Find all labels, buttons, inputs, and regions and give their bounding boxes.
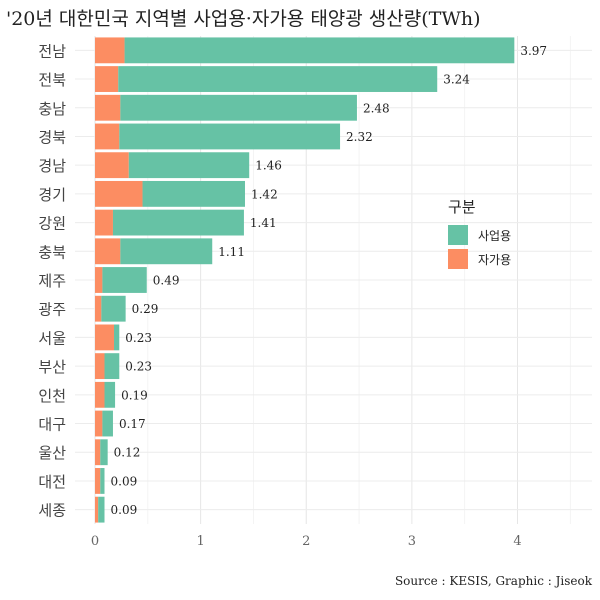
x-tick-label: 4 [513, 534, 521, 549]
bar-business [100, 439, 108, 466]
bar-business [112, 209, 244, 236]
x-tick-label: 3 [408, 534, 416, 549]
bar-private [95, 410, 103, 437]
value-label: 1.11 [218, 245, 245, 259]
legend-item-private: 자가용 [448, 247, 511, 271]
legend-key-business [448, 225, 468, 245]
value-label: 0.09 [111, 503, 138, 517]
bar-private [95, 37, 125, 64]
category-label: 광주 [38, 301, 66, 319]
value-label: 0.23 [125, 331, 152, 345]
value-label: 0.29 [132, 302, 159, 316]
bar-business [102, 410, 113, 437]
value-label: 0.19 [121, 388, 148, 402]
bar-business [128, 152, 250, 179]
bar-business [120, 238, 213, 265]
bar-business [104, 353, 120, 380]
category-label: 충북 [38, 243, 66, 261]
category-label: 경북 [38, 128, 66, 146]
value-label: 0.23 [125, 360, 152, 374]
category-label: 대구 [38, 416, 66, 434]
value-label: 2.32 [346, 130, 373, 144]
bar-private [95, 353, 105, 380]
category-label: 세종 [38, 502, 66, 520]
value-label: 1.42 [251, 187, 278, 201]
bar-business [100, 468, 105, 494]
bar-business [101, 295, 126, 322]
chart-title: '20년 대한민국 지역별 사업용·자가용 태양광 생산량(TWh) [6, 8, 481, 30]
category-label: 울산 [38, 444, 66, 462]
bar-private [95, 496, 99, 523]
bar-private [95, 439, 101, 466]
category-label: 전북 [38, 71, 66, 89]
category-label: 경기 [38, 186, 66, 204]
legend-label-private: 자가용 [478, 252, 512, 267]
x-tick-label: 2 [302, 534, 310, 549]
category-label: 서울 [38, 329, 66, 347]
x-tick-label: 0 [91, 534, 99, 549]
bar-private [95, 381, 105, 408]
value-label: 0.09 [111, 474, 138, 488]
value-label: 1.46 [255, 159, 282, 173]
bar-private [95, 468, 101, 494]
bar-private [95, 324, 115, 351]
value-label: 3.97 [520, 44, 547, 58]
category-label: 부산 [38, 358, 66, 376]
legend-title: 구분 [448, 198, 476, 216]
category-label: 인천 [38, 387, 66, 405]
bar-business [114, 324, 120, 351]
bar-private [95, 180, 143, 207]
value-label: 0.17 [119, 417, 146, 431]
bar-business [120, 94, 357, 121]
category-label: 충남 [38, 100, 66, 118]
legend-item-business: 사업용 [448, 223, 511, 247]
x-tick-label: 1 [196, 534, 204, 549]
bar-business [142, 180, 245, 207]
bar-business [102, 267, 147, 293]
bar-business [104, 381, 116, 408]
bar-private [95, 66, 119, 92]
legend: 구분 사업용 자가용 [448, 196, 511, 271]
bar-business [124, 37, 515, 64]
bar-private [95, 152, 129, 179]
bar-private [95, 295, 102, 322]
category-label: 제주 [38, 272, 66, 290]
legend-key-private [448, 249, 468, 269]
bar-private [95, 267, 103, 293]
caption: Source : KESIS, Graphic : Jiseok [394, 574, 592, 588]
category-label: 전남 [38, 42, 66, 60]
value-label: 3.24 [443, 73, 470, 87]
legend-label-business: 사업용 [478, 228, 512, 243]
value-label: 0.12 [114, 446, 141, 460]
category-label: 대전 [38, 473, 66, 491]
bar-private [95, 209, 113, 236]
bar-business [118, 66, 438, 92]
bar-private [95, 94, 121, 121]
category-label: 경남 [38, 157, 66, 175]
bar-business [119, 123, 341, 150]
value-label: 2.48 [363, 101, 390, 115]
category-label: 강원 [38, 215, 66, 233]
value-label: 0.49 [153, 274, 180, 288]
bar-private [95, 123, 120, 150]
bar-business [98, 496, 105, 523]
bar-private [95, 238, 121, 265]
value-label: 1.41 [250, 216, 277, 230]
